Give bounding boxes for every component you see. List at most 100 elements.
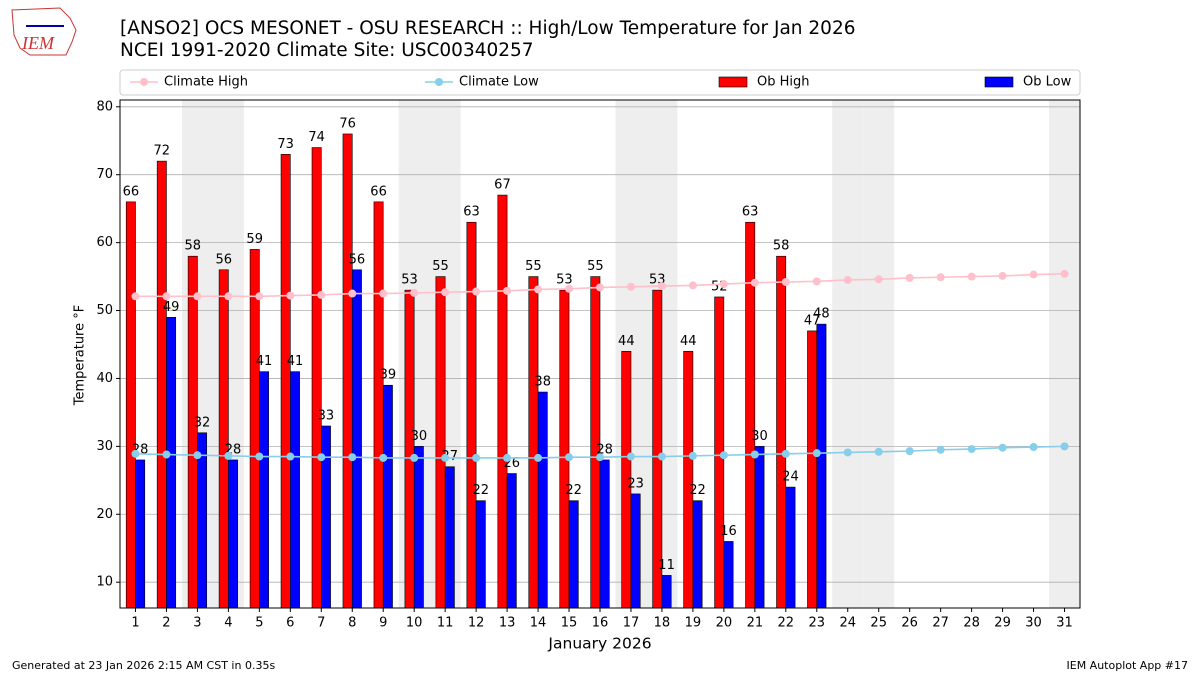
y-tick-label: 60 (96, 235, 113, 250)
bar (280, 154, 291, 609)
bar (125, 201, 136, 609)
point (1060, 442, 1069, 451)
x-tick-label: 28 (963, 616, 980, 631)
bar (692, 500, 703, 609)
point (131, 292, 140, 301)
x-tick-label: 19 (685, 616, 702, 631)
point (998, 443, 1007, 452)
data-label: 16 (720, 524, 737, 539)
data-label: 55 (587, 259, 604, 274)
x-tick-label: 10 (406, 616, 423, 631)
data-label: 59 (246, 232, 263, 247)
legend-label: Ob High (757, 75, 810, 90)
x-tick-label: 1 (131, 616, 139, 631)
bar (683, 350, 694, 609)
data-label: 56 (349, 252, 366, 267)
bar (404, 289, 415, 609)
data-label: 30 (411, 429, 428, 444)
data-label: 72 (154, 144, 171, 159)
x-tick-label: 18 (654, 616, 671, 631)
y-tick-label: 10 (96, 575, 113, 590)
data-label: 58 (185, 239, 202, 254)
point (905, 447, 914, 456)
legend-label: Climate High (164, 75, 248, 90)
data-label: 49 (163, 300, 180, 315)
point (410, 453, 419, 462)
legend-point (140, 78, 148, 86)
x-tick-label: 6 (286, 616, 294, 631)
data-label: 67 (494, 178, 511, 193)
point (657, 282, 666, 291)
legend-swatch (984, 76, 1014, 88)
data-label: 58 (773, 239, 790, 254)
x-tick-label: 24 (839, 616, 856, 631)
x-tick-label: 17 (623, 616, 640, 631)
point (905, 273, 914, 282)
point (719, 451, 728, 460)
point (843, 275, 852, 284)
point (286, 291, 295, 300)
point (317, 453, 326, 462)
x-tick-label: 21 (747, 616, 764, 631)
data-label: 63 (742, 205, 759, 220)
bar (135, 459, 146, 609)
bar (290, 371, 300, 609)
legend-swatch (718, 76, 748, 88)
x-tick-label: 25 (870, 616, 887, 631)
logo-outline (11, 7, 77, 56)
x-axis-label: January 2026 (547, 635, 651, 653)
y-tick-label: 70 (96, 167, 113, 182)
point (750, 278, 759, 287)
plot-frame (119, 99, 1081, 609)
legend-point (435, 78, 443, 86)
x-tick-label: 23 (809, 616, 826, 631)
bar (754, 446, 765, 609)
bar (382, 384, 393, 609)
point (596, 283, 604, 292)
y-tick-label: 50 (96, 303, 113, 318)
bar (373, 201, 384, 609)
x-tick-label: 20 (716, 616, 733, 631)
point (874, 275, 883, 284)
bar (599, 459, 610, 609)
legend-label: Ob Low (1023, 75, 1072, 90)
bar (466, 221, 477, 609)
bar (559, 289, 570, 609)
bar (259, 371, 269, 609)
bar (568, 500, 579, 609)
x-tick-label: 7 (317, 616, 325, 631)
point (936, 273, 945, 282)
data-label: 24 (782, 470, 799, 485)
bar (723, 541, 734, 609)
chart-title: [ANSO2] OCS MESONET - OSU RESEARCH :: Hi… (120, 18, 855, 39)
point (626, 452, 635, 461)
bar (661, 575, 672, 609)
data-label: 63 (463, 205, 480, 220)
point (1029, 270, 1038, 279)
point (286, 452, 295, 461)
footer-left: Generated at 23 Jan 2026 2:15 AM CST in … (12, 659, 275, 672)
point (193, 451, 202, 460)
bar (528, 276, 539, 609)
point (596, 453, 604, 462)
x-tick-label: 11 (437, 616, 454, 631)
x-tick-label: 26 (901, 616, 918, 631)
bar (630, 493, 641, 609)
data-label: 32 (194, 415, 211, 430)
data-label: 48 (813, 307, 830, 322)
point (162, 450, 171, 459)
data-label: 23 (627, 476, 644, 491)
point (812, 277, 821, 286)
point (565, 453, 574, 462)
y-tick-label: 40 (96, 371, 113, 386)
data-label: 39 (380, 368, 397, 383)
point (503, 453, 512, 462)
point (936, 445, 945, 454)
point (688, 451, 697, 460)
point (1029, 443, 1038, 452)
point (162, 292, 171, 301)
bar (435, 276, 446, 609)
x-tick-label: 15 (561, 616, 578, 631)
data-label: 33 (318, 408, 335, 423)
